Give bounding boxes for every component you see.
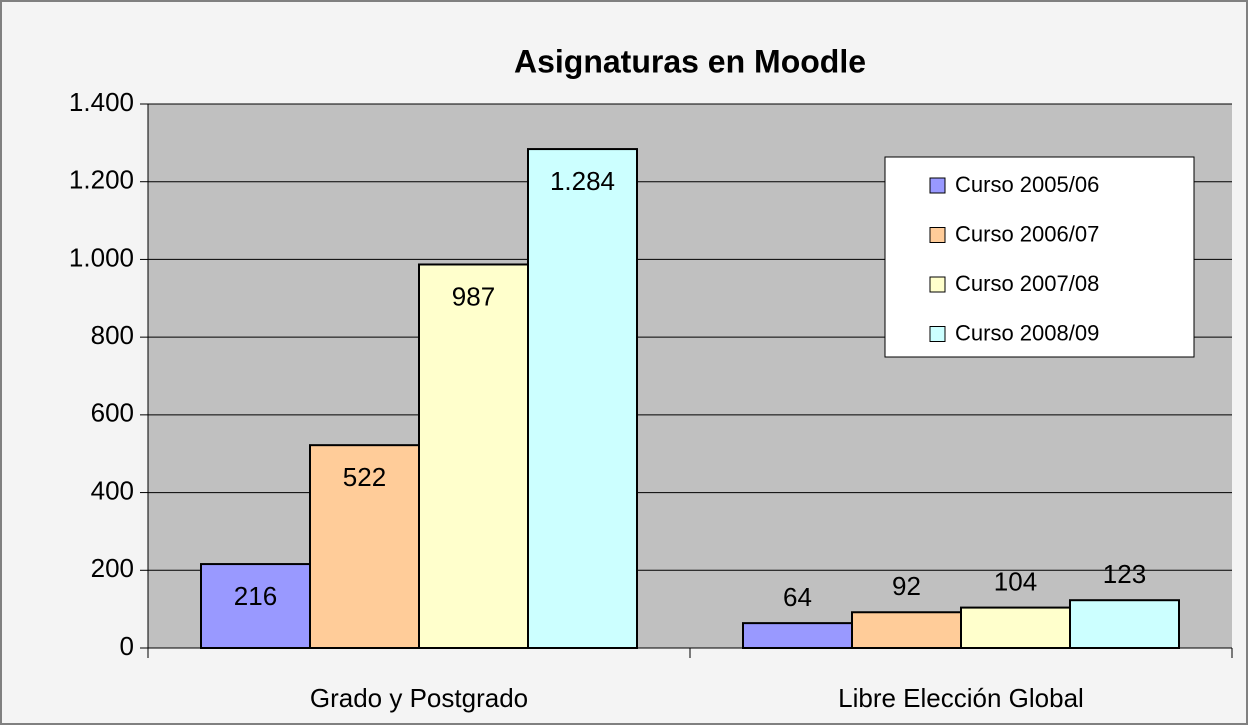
y-tick-label: 800 bbox=[91, 320, 134, 350]
y-tick-label: 1.000 bbox=[69, 242, 134, 272]
legend-swatch bbox=[929, 177, 946, 194]
bar bbox=[742, 622, 853, 649]
bar bbox=[1069, 599, 1180, 649]
value-label: 216 bbox=[234, 581, 277, 611]
y-tick-label: 600 bbox=[91, 398, 134, 428]
value-label: 1.284 bbox=[550, 166, 615, 196]
y-tick-label: 0 bbox=[120, 631, 134, 661]
bar bbox=[527, 148, 638, 649]
value-label: 92 bbox=[892, 571, 921, 601]
legend-swatch bbox=[929, 227, 946, 243]
y-tick-label: 400 bbox=[91, 475, 134, 505]
y-tick-label: 200 bbox=[91, 553, 134, 583]
bar bbox=[960, 606, 1071, 649]
value-label: 104 bbox=[994, 566, 1037, 596]
legend-swatch bbox=[929, 276, 946, 293]
value-label: 522 bbox=[343, 462, 386, 492]
legend-label: Curso 2007/08 bbox=[955, 271, 1099, 296]
legend-label: Curso 2008/09 bbox=[955, 320, 1099, 345]
y-tick-label: 1.400 bbox=[69, 87, 134, 117]
bar bbox=[309, 444, 420, 649]
y-tick-label: 1.200 bbox=[69, 165, 134, 195]
bar bbox=[200, 563, 311, 649]
legend-label: Curso 2006/07 bbox=[955, 221, 1099, 246]
legend-swatch bbox=[929, 326, 946, 342]
legend-label: Curso 2005/06 bbox=[955, 172, 1099, 197]
x-tick-label: Libre Elección Global bbox=[838, 683, 1084, 713]
bar bbox=[851, 611, 962, 649]
value-label: 123 bbox=[1103, 559, 1146, 589]
chart-title: Asignaturas en Moodle bbox=[514, 43, 866, 79]
bar bbox=[418, 263, 529, 649]
x-tick-label: Grado y Postgrado bbox=[310, 683, 528, 713]
value-label: 64 bbox=[783, 582, 812, 612]
value-label: 987 bbox=[452, 281, 495, 311]
